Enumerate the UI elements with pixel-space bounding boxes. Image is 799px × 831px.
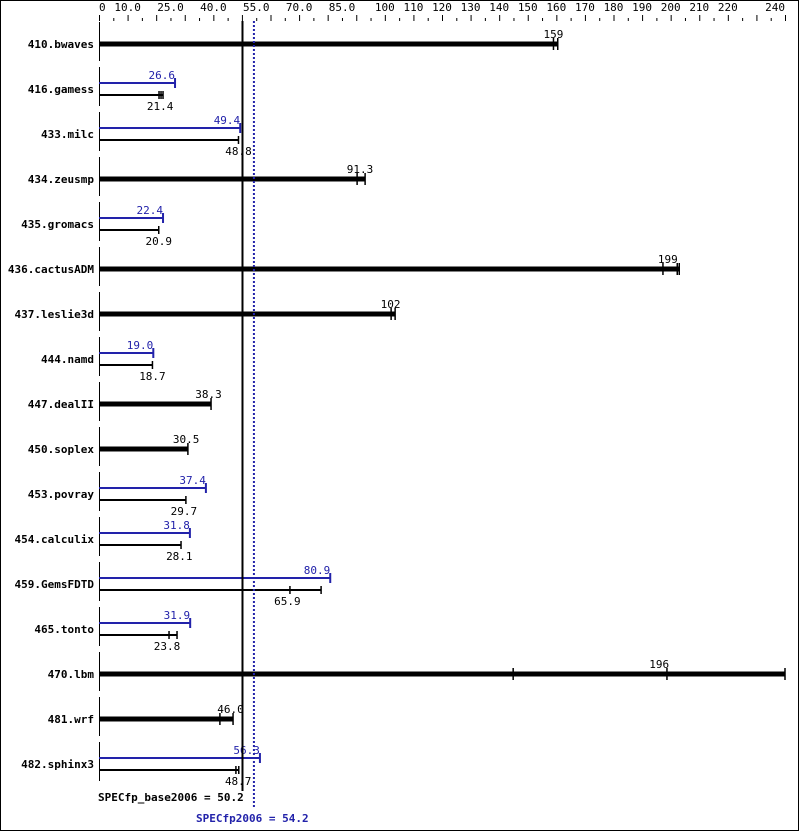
x-tick-label: 25.0 [157,1,184,14]
x-tick-label: 220 [718,1,738,14]
benchmark-label: 410.bwaves [28,38,94,51]
benchmark-label: 437.leslie3d [15,308,94,321]
x-tick-label: 110 [403,1,423,14]
base-value-label: 21.4 [147,100,174,113]
base-value-label: 23.8 [154,640,181,653]
benchmark-label: 453.povray [28,488,95,501]
benchmark-label: 433.milc [41,128,94,141]
base-value-label: 48.7 [225,775,252,788]
peak-value-label: 22.4 [137,204,164,217]
benchmark-label: 459.GemsFDTD [15,578,95,591]
x-tick-label: 120 [432,1,452,14]
peak-overall-label: SPECfp2006 = 54.2 [196,812,309,825]
peak-value-label: 19.0 [127,339,154,352]
x-tick-label: 10.0 [114,1,141,14]
x-tick-label: 180 [604,1,624,14]
base-overall-label: SPECfp_base2006 = 50.2 [98,791,244,804]
base-value-label: 30.5 [173,433,200,446]
benchmark-label: 435.gromacs [21,218,94,231]
base-value-label: 65.9 [274,595,301,608]
x-tick-label: 190 [632,1,652,14]
benchmark-label: 434.zeusmp [28,173,95,186]
base-value-label: 199 [658,253,678,266]
x-tick-label: 0 [99,1,106,14]
benchmark-label: 454.calculix [15,533,95,546]
peak-value-label: 80.9 [304,564,331,577]
x-tick-label: 150 [518,1,538,14]
base-value-label: 159 [544,28,564,41]
x-tick-label: 40.0 [200,1,227,14]
x-tick-label: 210 [689,1,709,14]
base-value-label: 29.7 [171,505,198,518]
peak-value-label: 26.6 [149,69,176,82]
benchmark-label: 450.soplex [28,443,95,456]
peak-value-label: 37.4 [179,474,206,487]
base-value-label: 46.0 [217,703,244,716]
base-value-label: 102 [381,298,401,311]
peak-value-label: 49.4 [214,114,241,127]
x-tick-label: 170 [575,1,595,14]
peak-value-label: 31.9 [164,609,191,622]
base-value-label: 91.3 [347,163,374,176]
benchmark-label: 416.gamess [28,83,94,96]
benchmark-label: 447.dealII [28,398,94,411]
peak-value-label: 56.3 [233,744,260,757]
benchmark-label: 470.lbm [48,668,95,681]
base-value-label: 38.3 [195,388,222,401]
base-value-label: 196 [649,658,669,671]
x-tick-label: 100 [375,1,395,14]
x-tick-label: 55.0 [243,1,270,14]
x-tick-label: 240 [765,1,785,14]
benchmark-label: 436.cactusADM [8,263,94,276]
base-value-label: 28.1 [166,550,193,563]
x-tick-label: 130 [461,1,481,14]
benchmark-label: 481.wrf [48,713,94,726]
base-value-label: 20.9 [145,235,172,248]
x-tick-label: 140 [489,1,509,14]
x-tick-label: 85.0 [329,1,356,14]
x-tick-label: 160 [546,1,566,14]
benchmark-label: 465.tonto [34,623,94,636]
base-value-label: 48.8 [225,145,252,158]
benchmark-label: 482.sphinx3 [21,758,94,771]
base-value-label: 18.7 [139,370,166,383]
x-tick-label: 70.0 [286,1,313,14]
benchmark-label: 444.namd [41,353,94,366]
peak-value-label: 31.8 [163,519,190,532]
x-tick-label: 200 [661,1,681,14]
